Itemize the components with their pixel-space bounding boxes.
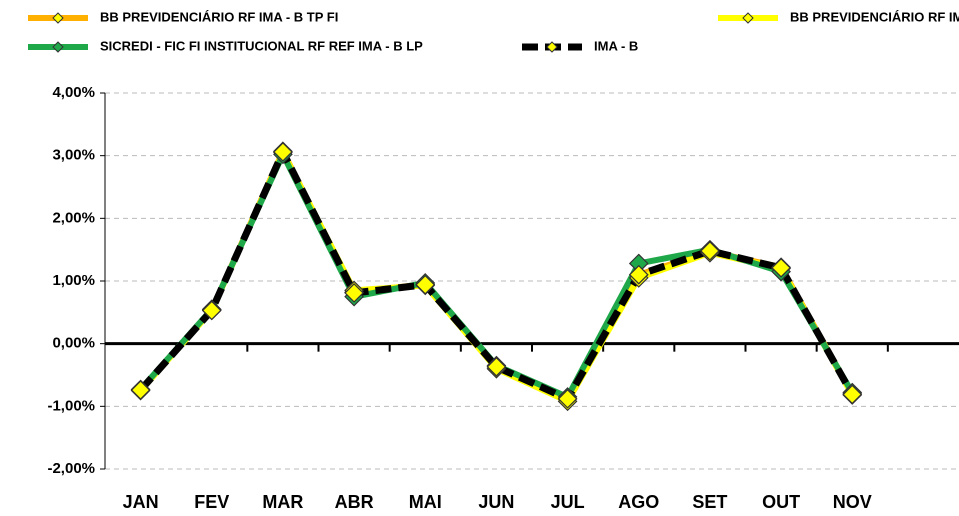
y-tick-label: 2,00%	[52, 209, 95, 226]
legend-marker	[52, 12, 64, 24]
y-tick-label: -1,00%	[47, 397, 95, 414]
legend-marker	[52, 41, 64, 53]
x-tick-label: AGO	[618, 492, 659, 512]
data-marker	[700, 241, 720, 261]
data-marker	[628, 264, 649, 285]
legend-label: SICREDI - FIC FI INSTITUCIONAL RF REF IM…	[100, 38, 423, 53]
x-tick-label: MAR	[262, 492, 303, 512]
data-marker	[273, 142, 293, 162]
data-marker	[557, 388, 578, 409]
data-marker	[486, 357, 507, 377]
data-marker	[201, 300, 222, 321]
data-marker	[344, 283, 364, 303]
legend-label: BB PREVIDENCIÁRIO RF IMA - B TP FI	[100, 9, 338, 24]
x-tick-label: OUT	[762, 492, 800, 512]
x-tick-label: JUN	[478, 492, 514, 512]
y-tick-label: 0,00%	[52, 335, 95, 352]
x-tick-label: JAN	[123, 492, 159, 512]
legend-label: IMA - B	[594, 38, 638, 53]
series-line	[137, 148, 856, 403]
x-tick-label: FEV	[194, 492, 229, 512]
y-tick-label: 4,00%	[52, 84, 95, 101]
x-tick-label: JUL	[551, 492, 585, 512]
x-tick-label: NOV	[833, 492, 872, 512]
data-marker	[771, 257, 791, 278]
x-tick-label: SET	[692, 492, 727, 512]
x-tick-label: ABR	[335, 492, 374, 512]
y-tick-label: 3,00%	[52, 147, 95, 164]
legend-marker	[742, 12, 754, 24]
x-tick-label: MAI	[409, 492, 442, 512]
data-marker	[415, 274, 436, 295]
data-marker	[842, 384, 863, 405]
data-marker	[130, 380, 151, 400]
legend-label: BB PREVIDENCIÁRIO RF IMA - B FI	[790, 9, 959, 24]
y-tick-label: -2,00%	[47, 460, 95, 477]
legend-marker	[546, 41, 558, 53]
y-tick-label: 1,00%	[52, 272, 95, 289]
